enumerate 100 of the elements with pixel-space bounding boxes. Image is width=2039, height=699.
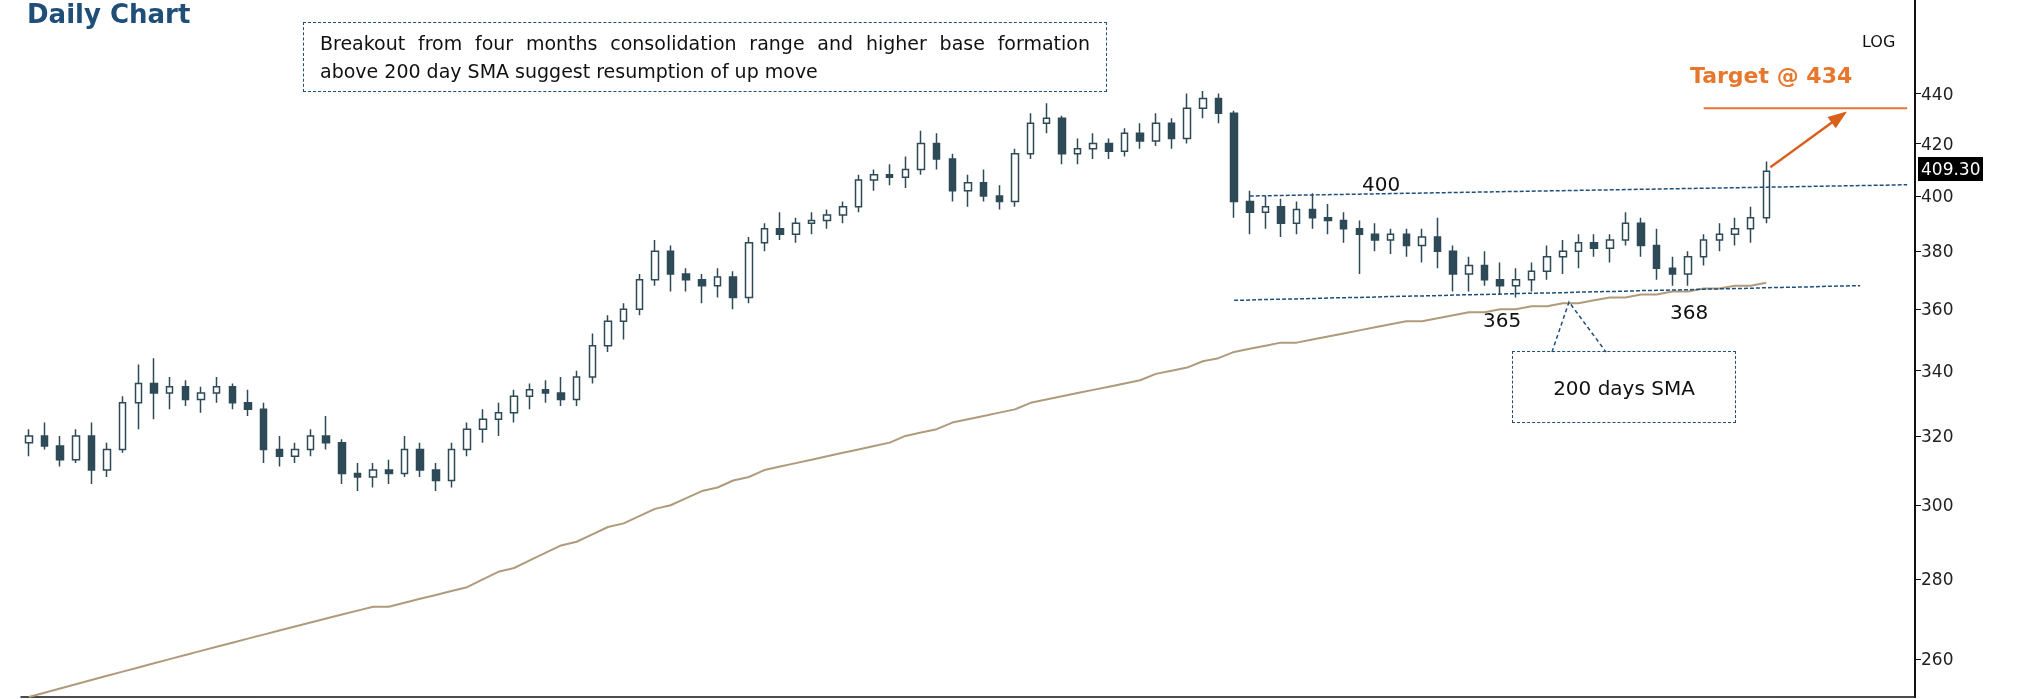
candlestick [1683, 250, 1693, 287]
candlestick [572, 369, 581, 407]
candlestick [901, 155, 910, 189]
candlestick [196, 385, 206, 414]
candlestick [40, 421, 49, 451]
chart-title: Daily Chart [27, 0, 191, 29]
candlestick [87, 421, 96, 485]
candlestick [1120, 127, 1129, 158]
candlestick [1652, 228, 1661, 281]
candlestick [1762, 160, 1771, 224]
candlestick [431, 462, 441, 492]
candlestick [838, 200, 848, 224]
candlestick [1542, 244, 1552, 281]
candlestick [1198, 90, 1208, 120]
candlestick [24, 428, 34, 457]
candlestick [1433, 216, 1442, 270]
candlestick [181, 379, 190, 407]
candlestick [1730, 216, 1740, 247]
candlestick [1276, 197, 1286, 238]
y-tick-label: 320 [1921, 425, 1954, 446]
y-tick-label: 380 [1921, 241, 1954, 262]
candlestick [697, 273, 707, 305]
annotation: 400 [1362, 172, 1401, 196]
candlestick [744, 236, 754, 305]
candlestick [854, 173, 863, 214]
line-series [1233, 284, 1861, 302]
candlestick [1182, 92, 1192, 145]
candlestick [1495, 261, 1505, 296]
candlestick [337, 438, 347, 485]
text: 409.30 [1918, 157, 1984, 182]
candlestick [384, 458, 394, 485]
candlestick [885, 163, 894, 187]
candlestick [1292, 200, 1301, 236]
candlestick [728, 270, 738, 311]
candlestick [1746, 206, 1755, 244]
candlestick [635, 273, 644, 317]
candlestick [1448, 244, 1458, 293]
candlestick [979, 168, 988, 203]
candlestick [995, 184, 1004, 211]
candlestick [775, 211, 785, 241]
candlestick [290, 441, 300, 464]
candlestick [447, 441, 456, 489]
candlestick [400, 435, 409, 478]
candlestick [666, 244, 675, 293]
line-series [27, 281, 1768, 698]
candlestick [650, 239, 660, 287]
candlestick [1057, 115, 1067, 165]
candlestick [55, 435, 65, 468]
candlestick [1042, 102, 1051, 135]
y-tick-label: 420 [1921, 133, 1954, 154]
candlestick [102, 441, 112, 478]
candlestick [1214, 92, 1223, 125]
candlestick [462, 421, 472, 457]
candlestick [713, 267, 722, 299]
annotation: Target @ 434 [1690, 63, 1853, 88]
candlestick [1167, 117, 1176, 150]
candlestick [478, 408, 488, 444]
candlestick [368, 462, 378, 489]
candlestick [869, 168, 879, 192]
candlestick [1511, 267, 1521, 299]
candlestick [932, 132, 941, 171]
candlestick [807, 211, 816, 236]
candlestick [212, 376, 221, 404]
candlestick [948, 153, 957, 203]
candlestick [1229, 110, 1239, 219]
candlestick [1151, 112, 1161, 147]
candlestick [1574, 233, 1583, 270]
candlestick [228, 382, 237, 411]
candlestick [1699, 233, 1708, 267]
y-tick-label: 400 [1921, 186, 1954, 207]
candlestick [1558, 239, 1568, 275]
candlestick [1636, 216, 1646, 258]
y-tick-label: 340 [1921, 360, 1954, 381]
y-tick-label: 440 [1921, 83, 1954, 104]
candlestick [1480, 250, 1489, 287]
candlestick [1026, 112, 1035, 160]
candlestick [1245, 189, 1255, 236]
candlestick [259, 402, 268, 464]
candlestick [916, 130, 926, 176]
candlestick [603, 314, 613, 353]
candlestick [1104, 137, 1114, 160]
candlestick [165, 376, 174, 411]
candlestick [415, 441, 425, 478]
annotation: 200 days SMA [1512, 351, 1736, 423]
candlestick [275, 435, 284, 468]
candlestick [1308, 192, 1317, 230]
candlestick [1135, 122, 1145, 150]
candlestick [963, 173, 973, 208]
candlestick [822, 208, 832, 230]
candlestick [1464, 256, 1474, 293]
candlestick [1417, 228, 1427, 264]
candlestick [1073, 137, 1082, 165]
candlestick [118, 395, 127, 454]
candlestick [760, 222, 769, 252]
candlestick [1527, 261, 1536, 293]
candlestick [525, 382, 534, 411]
candlestick [306, 428, 315, 457]
candlestick [1715, 222, 1724, 252]
candlestick [1261, 195, 1270, 230]
candlestick [71, 428, 81, 464]
